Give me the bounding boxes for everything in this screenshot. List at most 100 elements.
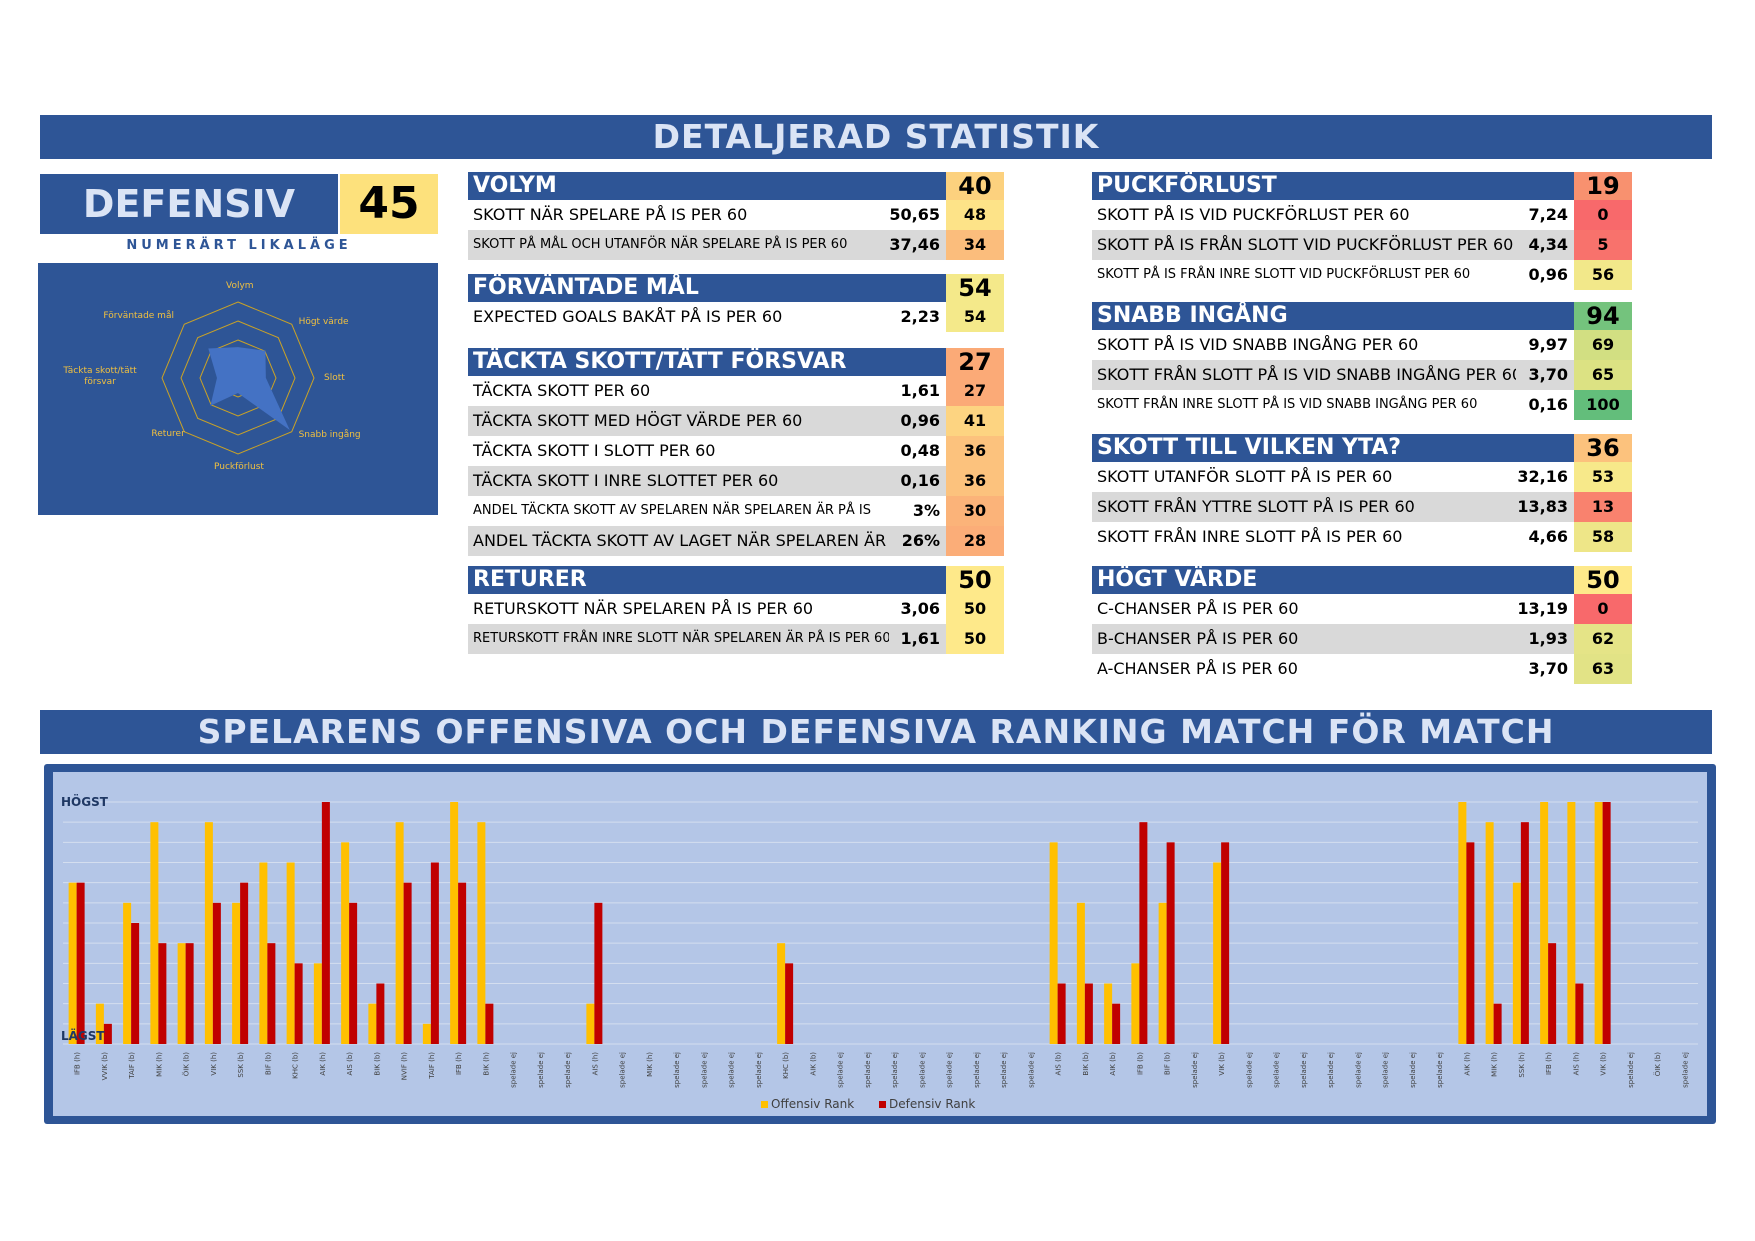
stat-block-score: 54 [946,274,1004,302]
stat-row: TÄCKTA SKOTT MED HÖGT VÄRDE PER 60 0,96 41 [468,406,1004,436]
stat-row-rank: 30 [946,496,1004,526]
bar-defensiv-rank [321,802,330,1044]
x-tick-label: spelade ej [1273,1052,1281,1088]
x-tick-label: spelade ej [510,1052,518,1088]
radar-label-slott: Slott [324,373,345,383]
stat-row-label: ANDEL TÄCKTA SKOTT AV LAGET NÄR SPELAREN… [468,526,889,556]
bar-defensiv-rank [458,882,467,1044]
stat-block-title: PUCKFÖRLUST [1092,172,1574,200]
stat-row: ANDEL TÄCKTA SKOTT AV SPELAREN NÄR SPELA… [468,496,1004,526]
stat-row-rank: 48 [946,200,1004,230]
stat-row-value: 4,66 [1528,527,1568,546]
x-tick-label: AIK (b) [809,1052,817,1076]
bar-offensiv-rank [150,822,159,1044]
bar-defensiv-rank [103,1023,112,1044]
stat-row-label: SKOTT FRÅN INRE SLOTT PÅ IS PER 60 [1097,527,1403,546]
stat-row: SKOTT UTANFÖR SLOTT PÅ IS PER 60 32,16 53 [1092,462,1632,492]
x-tick-label: BIK (h) [482,1052,490,1076]
x-tick-label: spelade ej [1027,1052,1035,1088]
stat-block-täckta-skott-tätt-försvar: TÄCKTA SKOTT/TÄTT FÖRSVAR 27 TÄCKTA SKOTT … [468,348,1004,556]
stat-row-rank: 13 [1574,492,1632,522]
y-top-label: HÖGST [61,794,109,809]
x-tick-label: spelade ej [619,1052,627,1088]
stat-block-högt-värde: HÖGT VÄRDE 50 C-CHANSER PÅ IS PER 60 13,19 0… [1092,566,1632,684]
stat-row-value: 0,96 [889,406,946,436]
bar-offensiv-rank [1158,902,1167,1044]
stat-row-value: 3,70 [1516,360,1574,390]
x-tick-label: spelade ej [1191,1052,1199,1088]
x-tick-label: spelade ej [1245,1052,1253,1088]
bar-offensiv-rank [1131,963,1140,1044]
stat-block-header: SKOTT TILL VILKEN YTA? 36 [1092,434,1632,462]
bar-offensiv-rank [1485,822,1494,1044]
page-title: DETALJERAD STATISTIK [40,115,1712,159]
bar-offensiv-rank [204,822,213,1044]
ranking-chart-frame: IFB (h) VVIK (b) TAIF (b) MIK (h) ÖIK (b) VIK… [44,764,1716,1124]
stat-row-value: 1,61 [900,381,940,400]
bar-offensiv-rank [341,842,350,1044]
stat-row: TÄCKTA SKOTT I INRE SLOTTET PER 60 0,16 36 [468,466,1004,496]
x-tick-label: spelade ej [973,1052,981,1088]
bar-defensiv-rank [430,862,439,1044]
stat-row-rank: 28 [946,526,1004,556]
x-tick-label: IFB (h) [74,1052,82,1075]
x-tick-label: spelade ej [673,1052,681,1088]
stat-block-puckförlust: PUCKFÖRLUST 19 SKOTT PÅ IS VID PUCKFÖRLUST… [1092,172,1632,290]
x-tick-label: BIK (b) [373,1052,381,1076]
stat-row-label: TÄCKTA SKOTT PER 60 [473,381,651,400]
stat-block-score: 40 [946,172,1004,200]
stat-row: SKOTT FRÅN YTTRE SLOTT PÅ IS PER 60 13,83… [1092,492,1632,522]
bar-defensiv-rank [1112,1003,1121,1044]
stat-row-label: RETURSKOTT FRÅN INRE SLOTT NÄR SPELAREN … [468,624,889,654]
x-tick-label: ÖIK (b) [182,1052,191,1077]
stat-row-rank: 50 [946,594,1004,624]
bar-defensiv-rank [294,963,303,1044]
x-tick-label: VVIK (b) [101,1052,109,1081]
x-tick-label: spelade ej [1300,1052,1308,1088]
x-tick-label: AIK (h) [1463,1052,1471,1076]
bar-defensiv-rank [1493,1003,1502,1044]
bar-offensiv-rank [395,822,404,1044]
bar-offensiv-rank [422,1023,431,1044]
bar-offensiv-rank [1076,902,1085,1044]
radar-label-förväntade-mål: Förväntade mål [103,311,174,322]
stat-row-value: 37,46 [889,230,946,260]
x-tick-label: spelade ej [1327,1052,1335,1088]
stat-row-rank: 100 [1574,390,1632,420]
stat-block-header: FÖRVÄNTADE MÅL 54 [468,274,1004,302]
x-tick-label: AIS (h) [1572,1052,1580,1076]
bar-defensiv-rank [1057,983,1066,1044]
x-tick-label: spelade ej [564,1052,572,1088]
stat-row-label: SKOTT PÅ IS VID PUCKFÖRLUST PER 60 [1097,205,1410,224]
stat-row-rank: 63 [1574,654,1632,684]
stat-row-value: 50,65 [889,205,940,224]
x-tick-label: spelade ej [700,1052,708,1088]
stat-row-label: SKOTT PÅ IS FRÅN SLOTT VID PUCKFÖRLUST P… [1092,230,1516,260]
stat-row-value: 2,23 [900,307,940,326]
y-bottom-label: LÄGST [61,1028,105,1043]
x-tick-label: spelade ej [918,1052,926,1088]
x-tick-label: spelade ej [537,1052,545,1088]
stat-block-title: FÖRVÄNTADE MÅL [468,274,946,302]
radar-grid-ring-2 [199,339,277,417]
bar-offensiv-rank [450,802,459,1044]
bar-defensiv-rank [158,943,167,1044]
stat-row-rank: 50 [946,624,1004,654]
stat-block-header: VOLYM 40 [468,172,1004,200]
stat-row: A-CHANSER PÅ IS PER 60 3,70 63 [1092,654,1632,684]
stat-row-rank: 27 [946,376,1004,406]
stat-block-score: 36 [1574,434,1632,462]
x-tick-label: AIS (b) [346,1052,354,1076]
stat-block-title: VOLYM [468,172,946,200]
stat-row-rank: 0 [1574,200,1632,230]
bar-offensiv-rank [1512,882,1521,1044]
stat-row-value: 3% [912,501,940,520]
x-tick-label: AIK (b) [1109,1052,1117,1076]
radar-label-täckta-skott-tätt-försvar: Täckta skott/tätt försvar [63,366,137,387]
bar-defensiv-rank [785,963,794,1044]
stat-row-value: 0,16 [889,466,946,496]
radar-grid-ring-3 [180,320,296,436]
x-tick-label: spelade ej [1382,1052,1390,1088]
stat-row: SKOTT PÅ IS VID SNABB INGÅNG PER 60 9,97 6… [1092,330,1632,360]
x-tick-label: NVIF (h) [401,1052,409,1081]
